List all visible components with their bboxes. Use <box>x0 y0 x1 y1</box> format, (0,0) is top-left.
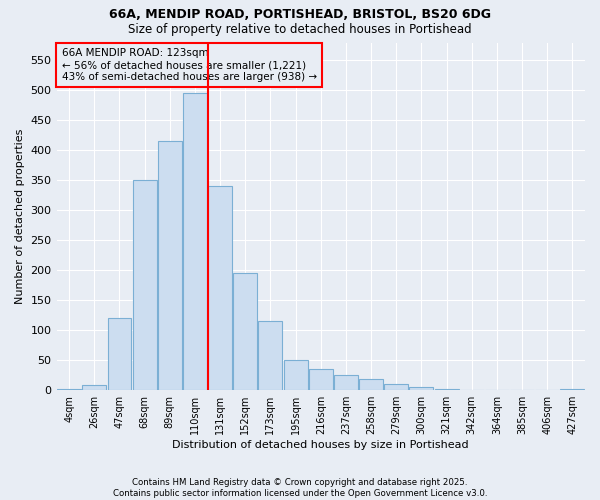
Text: Contains HM Land Registry data © Crown copyright and database right 2025.
Contai: Contains HM Land Registry data © Crown c… <box>113 478 487 498</box>
Bar <box>434 389 458 390</box>
Bar <box>82 386 106 390</box>
Y-axis label: Number of detached properties: Number of detached properties <box>15 128 25 304</box>
Text: 66A MENDIP ROAD: 123sqm
← 56% of detached houses are smaller (1,221)
43% of semi: 66A MENDIP ROAD: 123sqm ← 56% of detache… <box>62 48 317 82</box>
Bar <box>334 375 358 390</box>
Text: Size of property relative to detached houses in Portishead: Size of property relative to detached ho… <box>128 22 472 36</box>
Bar <box>57 389 81 390</box>
Bar <box>259 322 283 390</box>
Text: 66A, MENDIP ROAD, PORTISHEAD, BRISTOL, BS20 6DG: 66A, MENDIP ROAD, PORTISHEAD, BRISTOL, B… <box>109 8 491 20</box>
Bar <box>385 384 408 390</box>
Bar <box>359 380 383 390</box>
Bar <box>183 94 207 390</box>
Bar <box>233 274 257 390</box>
Bar <box>158 142 182 390</box>
Bar <box>208 186 232 390</box>
Bar <box>107 318 131 390</box>
Bar <box>284 360 308 390</box>
Bar <box>560 389 584 390</box>
Bar <box>309 369 333 390</box>
Bar <box>133 180 157 390</box>
Bar <box>409 387 433 390</box>
X-axis label: Distribution of detached houses by size in Portishead: Distribution of detached houses by size … <box>172 440 469 450</box>
